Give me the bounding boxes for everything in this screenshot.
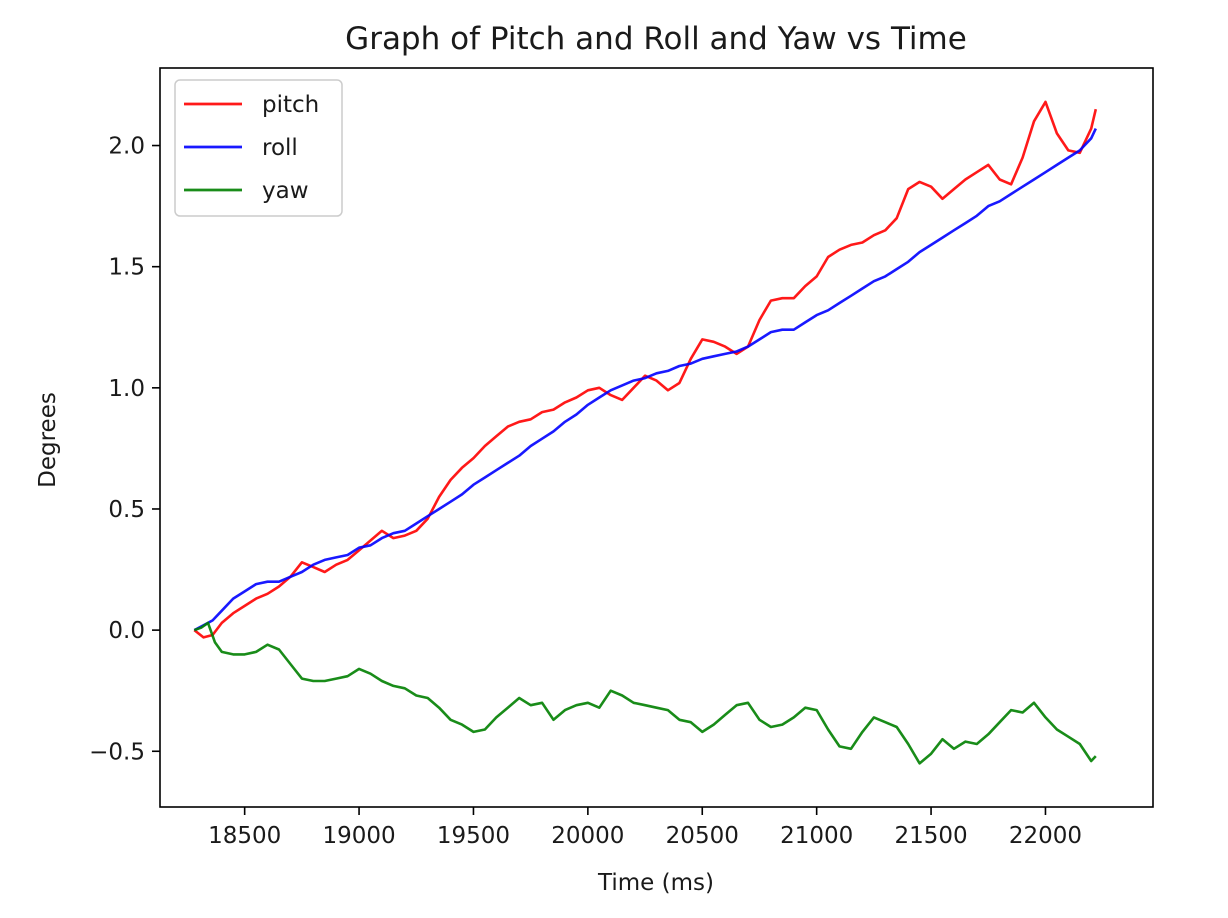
y-tick-label: 0.5	[108, 497, 145, 523]
y-tick-label: 2.0	[108, 134, 145, 160]
x-axis: 18500 19000 19500 20000 20500 21000 21500 22000	[208, 807, 1082, 849]
legend-label-pitch: pitch	[262, 92, 319, 118]
x-axis-label: Time (ms)	[597, 870, 714, 896]
x-tick-label: 18500	[208, 823, 281, 849]
yaw-line	[193, 621, 1097, 765]
x-tick-label: 21000	[780, 823, 853, 849]
y-tick-label: 1.5	[108, 255, 145, 281]
x-tick-label: 20500	[666, 823, 739, 849]
y-axis: −0.5 0.0 0.5 1.0 1.5 2.0	[89, 134, 160, 765]
legend-label-yaw: yaw	[262, 178, 309, 204]
legend: pitch roll yaw	[174, 79, 343, 217]
roll-line	[193, 128, 1097, 632]
x-tick-label: 19000	[322, 823, 395, 849]
y-tick-label: 0.0	[108, 618, 145, 644]
y-tick-label: 1.0	[108, 376, 145, 402]
chart-title: Graph of Pitch and Roll and Yaw vs Time	[345, 21, 967, 57]
pitch-line	[193, 100, 1098, 639]
x-tick-label: 22000	[1009, 823, 1082, 849]
plot-frame	[159, 67, 1154, 808]
x-tick-label: 20000	[551, 823, 624, 849]
y-axis-label: Degrees	[35, 392, 61, 488]
legend-label-roll: roll	[262, 135, 298, 161]
plot-lines	[193, 100, 1098, 765]
x-tick-label: 19500	[437, 823, 510, 849]
legend-box	[174, 79, 343, 217]
x-tick-label: 21500	[894, 823, 967, 849]
y-tick-label: −0.5	[89, 739, 145, 765]
